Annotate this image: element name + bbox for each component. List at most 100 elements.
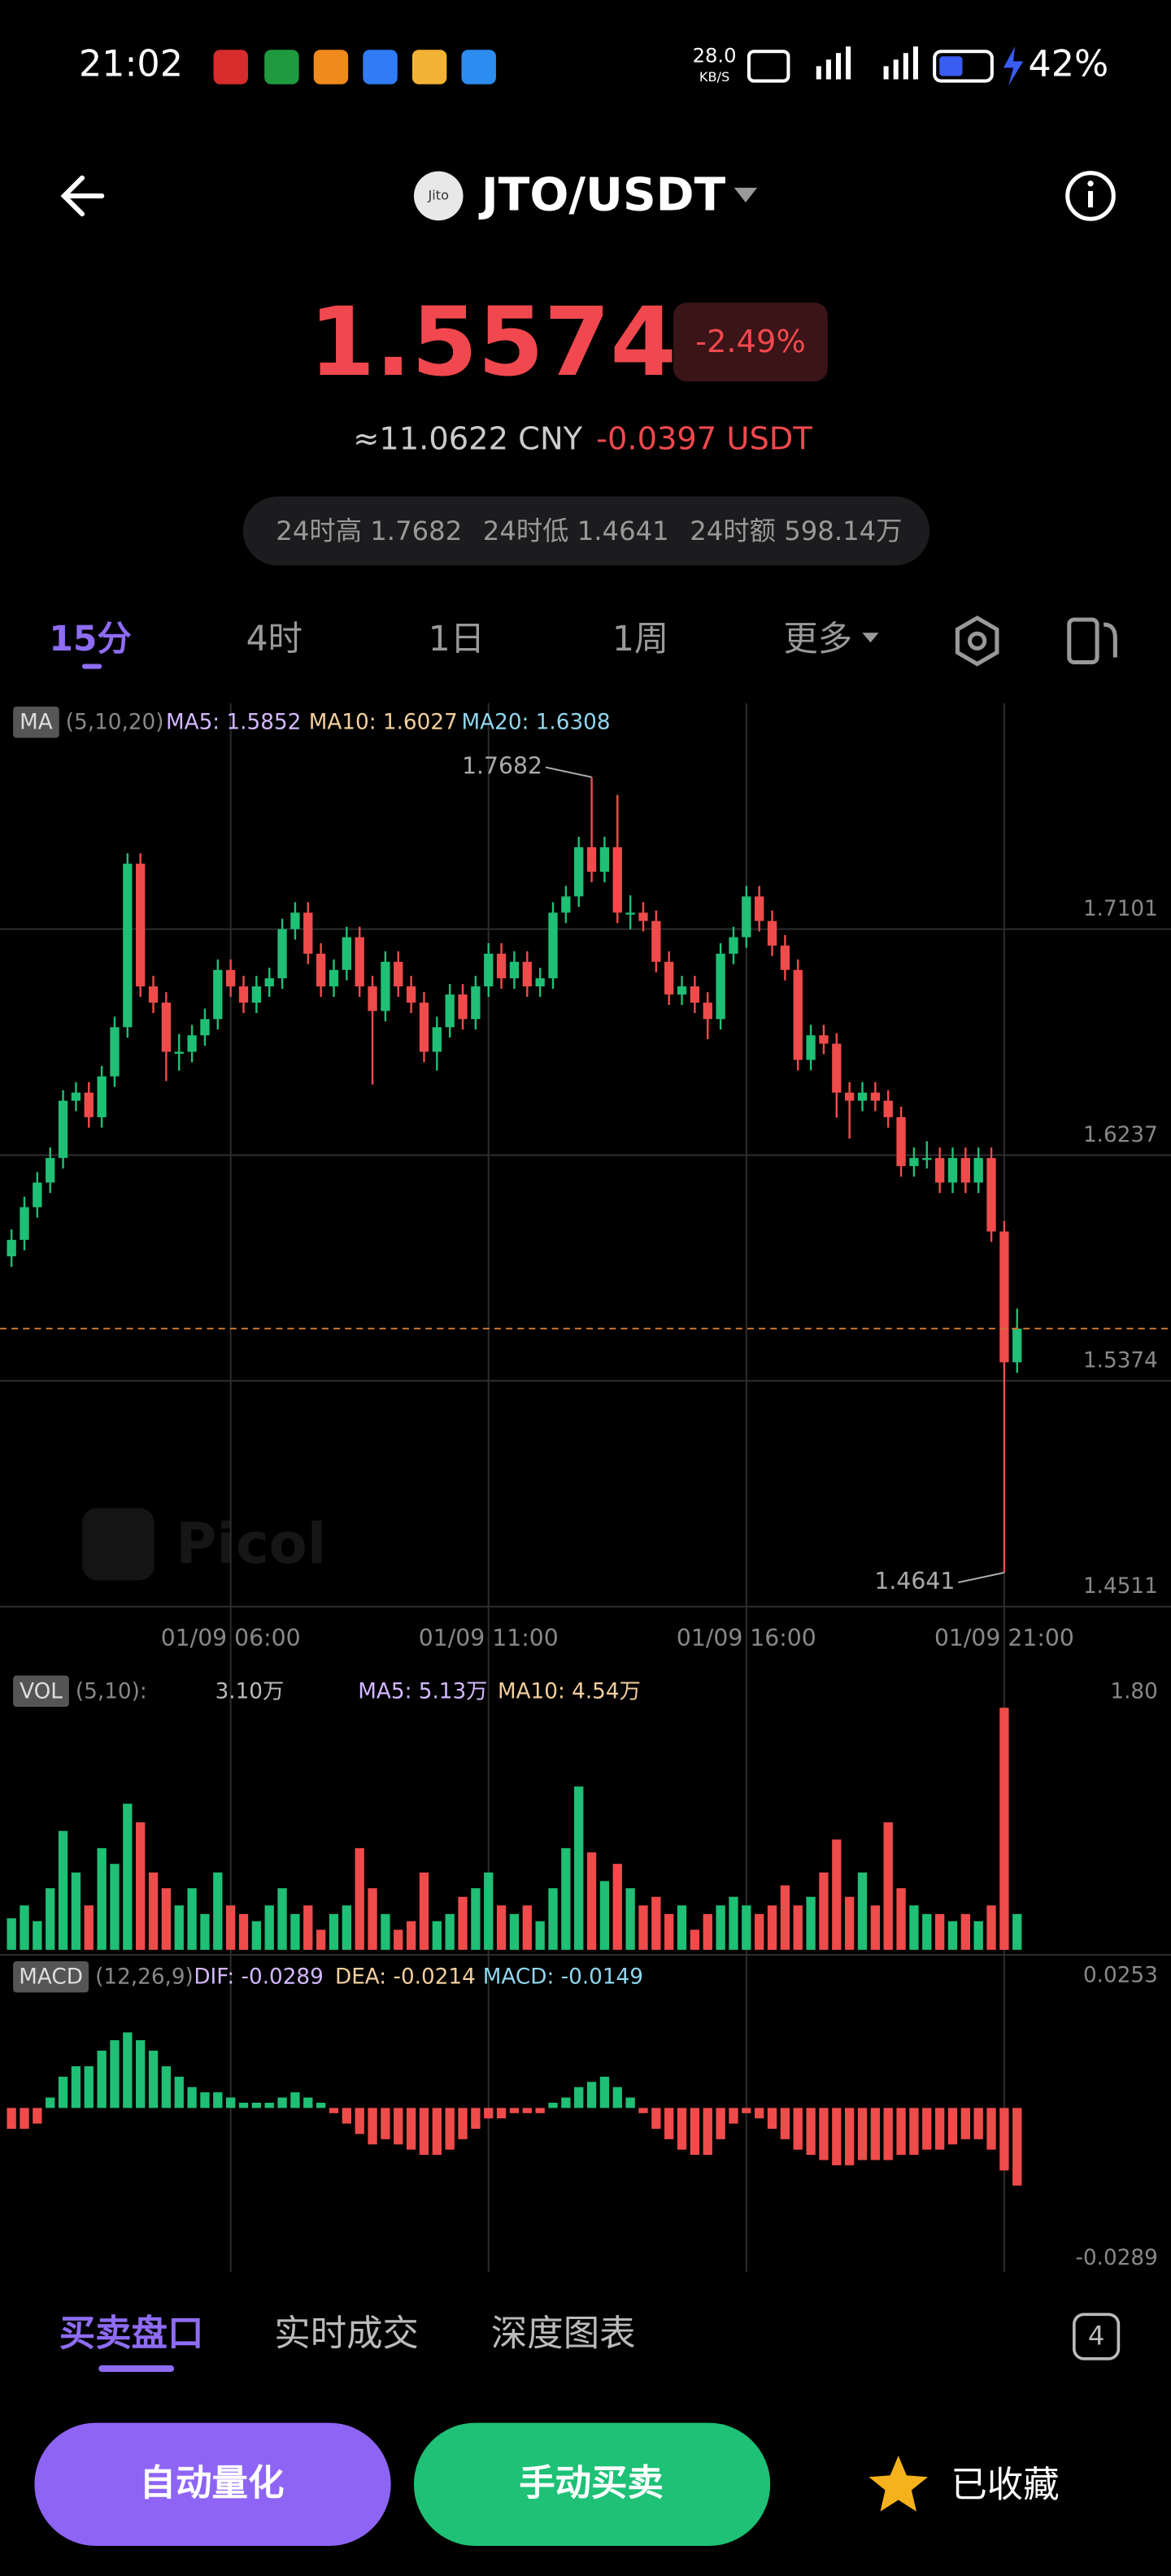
candle-body bbox=[484, 953, 494, 987]
candle-body bbox=[819, 1035, 829, 1044]
bar bbox=[870, 2108, 881, 2160]
manual-trade-button[interactable] bbox=[413, 2422, 771, 2547]
bar bbox=[496, 2108, 507, 2119]
interval-tab[interactable]: 1日 bbox=[429, 620, 485, 659]
candle-body bbox=[793, 969, 803, 1060]
indicator-params: (12,26,9) bbox=[95, 1965, 194, 1990]
favorite-star[interactable] bbox=[868, 2455, 929, 2512]
bar bbox=[1012, 2108, 1022, 2186]
candle-body bbox=[986, 1158, 996, 1232]
bar bbox=[742, 2108, 751, 2113]
bar bbox=[1012, 1913, 1022, 1950]
bar bbox=[329, 1913, 339, 1950]
change-abs: -0.0397 USDT bbox=[596, 420, 812, 457]
annotation: 1.4641 bbox=[874, 1568, 955, 1595]
candle-body bbox=[71, 1092, 81, 1101]
back-button[interactable] bbox=[60, 175, 105, 217]
bar bbox=[845, 1896, 855, 1950]
bar bbox=[599, 2076, 610, 2108]
candle-body bbox=[20, 1207, 29, 1240]
bottom-tab[interactable]: 买卖盘口 bbox=[59, 2313, 204, 2355]
auto-trade-button[interactable] bbox=[34, 2422, 391, 2547]
candle-body bbox=[806, 1035, 816, 1060]
bar bbox=[58, 1830, 68, 1950]
bar bbox=[290, 2092, 300, 2108]
indicator-name: MACD bbox=[19, 1965, 83, 1990]
bar bbox=[561, 1847, 571, 1950]
candle-body bbox=[381, 961, 390, 1012]
candle-body bbox=[226, 969, 236, 987]
candle-body bbox=[845, 1092, 855, 1101]
annotation-leader bbox=[545, 766, 592, 778]
bar bbox=[355, 2108, 364, 2134]
bar bbox=[832, 2108, 842, 2165]
favorite-label[interactable]: 已收藏 bbox=[951, 2464, 1059, 2505]
bar bbox=[999, 1708, 1009, 1950]
interval-tab[interactable]: 1周 bbox=[612, 620, 668, 659]
bar bbox=[471, 1888, 481, 1950]
candle-body bbox=[947, 1158, 958, 1183]
candle-body bbox=[832, 1043, 842, 1093]
candle-body bbox=[574, 846, 584, 897]
interval-tab[interactable]: 更多 bbox=[783, 620, 852, 659]
candle-body bbox=[161, 1003, 172, 1052]
candle-body bbox=[394, 961, 403, 987]
bar bbox=[690, 1930, 700, 1950]
bar bbox=[934, 1913, 945, 1950]
bar bbox=[97, 2050, 107, 2108]
bar bbox=[638, 1905, 648, 1950]
bar bbox=[303, 2097, 313, 2108]
interval-tab[interactable]: 15分 bbox=[49, 620, 131, 659]
bar bbox=[342, 1905, 352, 1950]
bottom-tab[interactable]: 实时成交 bbox=[274, 2313, 419, 2355]
bar bbox=[960, 1913, 970, 1950]
bar bbox=[406, 2108, 416, 2150]
interval-tab[interactable]: 4时 bbox=[246, 620, 303, 659]
candle-body bbox=[755, 896, 764, 921]
indicator-name: MA bbox=[20, 711, 53, 735]
watermark: Picol bbox=[176, 1512, 326, 1577]
bar bbox=[368, 1888, 377, 1950]
candle-body bbox=[471, 986, 481, 1020]
bar bbox=[123, 2032, 133, 2108]
candle-body bbox=[960, 1158, 970, 1183]
candle-body bbox=[870, 1092, 881, 1101]
pair-title[interactable]: JTO/USDT bbox=[478, 169, 726, 222]
bar bbox=[20, 2108, 29, 2130]
net-speed: 28.0 bbox=[693, 44, 737, 67]
pair-dropdown[interactable] bbox=[734, 187, 758, 203]
indicator-box bbox=[13, 707, 59, 738]
candle-body bbox=[922, 1158, 932, 1160]
annotation-leader bbox=[958, 1572, 1005, 1584]
bar bbox=[46, 1888, 55, 1950]
bar bbox=[174, 1905, 184, 1950]
bar bbox=[381, 1913, 390, 1950]
legend-item: MA5: 1.5852 bbox=[166, 711, 301, 735]
bar bbox=[161, 2066, 172, 2108]
candle-body bbox=[33, 1182, 42, 1208]
legend-item: MACD: -0.0149 bbox=[483, 1965, 643, 1990]
bar bbox=[690, 2108, 700, 2156]
bar bbox=[857, 1872, 868, 1950]
bar bbox=[84, 2066, 94, 2108]
landscape-button[interactable] bbox=[1067, 617, 1117, 665]
tab-count-box[interactable] bbox=[1073, 2313, 1121, 2361]
bar bbox=[819, 2108, 829, 2160]
bar bbox=[419, 2108, 429, 2156]
bar bbox=[922, 1913, 932, 1950]
bar bbox=[368, 2108, 377, 2145]
bar bbox=[986, 1905, 996, 1950]
bar bbox=[174, 2076, 184, 2108]
bar bbox=[767, 1905, 777, 1950]
bar bbox=[71, 2066, 81, 2108]
x-tick-label: 01/09 21:00 bbox=[934, 1625, 1074, 1651]
stat: 24时额 598.14万 bbox=[690, 516, 902, 546]
legend-item: DIF: -0.0289 bbox=[194, 1965, 324, 1990]
settings-button[interactable] bbox=[955, 616, 999, 667]
info-button[interactable] bbox=[1065, 171, 1116, 221]
bar bbox=[238, 2102, 249, 2108]
watermark-logo bbox=[81, 1508, 155, 1581]
candle-body bbox=[896, 1116, 906, 1167]
bottom-tab[interactable]: 深度图表 bbox=[491, 2313, 636, 2355]
